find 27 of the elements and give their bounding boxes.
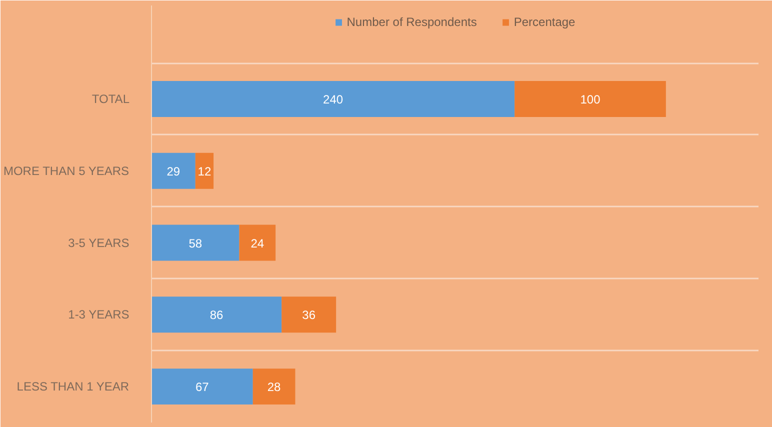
bar (195, 152, 214, 189)
data-label: 24 (250, 236, 264, 250)
bar (282, 296, 336, 333)
data-label: 86 (210, 308, 224, 322)
bar (514, 80, 666, 117)
data-label: 100 (580, 92, 601, 106)
bar (152, 224, 240, 261)
bar (152, 152, 196, 189)
data-label: 58 (188, 236, 202, 250)
data-label: 29 (166, 164, 180, 178)
y-tick-label: 1-3 YEARS (68, 308, 130, 322)
y-tick-label: TOTAL (92, 92, 130, 106)
legend-label: Number of Respondents (346, 15, 477, 29)
bar (239, 224, 276, 261)
bar (152, 368, 253, 405)
data-label: 36 (302, 308, 316, 322)
data-label: 28 (267, 380, 282, 394)
bar (252, 368, 296, 405)
y-tick-label: MORE THAN 5 YEARS (3, 164, 130, 178)
data-label: 240 (323, 92, 344, 106)
legend-label: Percentage (514, 15, 576, 29)
bar (152, 80, 515, 117)
data-label: 12 (198, 164, 212, 178)
y-tick-label: LESS THAN 1 YEAR (16, 380, 130, 394)
bar (152, 296, 282, 333)
data-label: 67 (196, 380, 210, 394)
y-tick-label: 3-5 YEARS (68, 236, 130, 250)
